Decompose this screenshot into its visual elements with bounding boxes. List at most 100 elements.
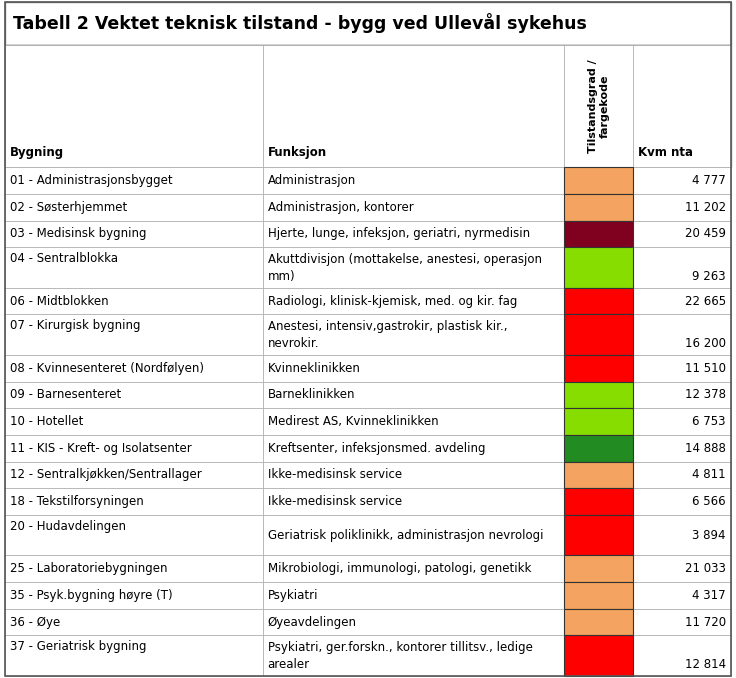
Bar	[633, 355, 731, 382]
Text: 4 777: 4 777	[693, 174, 726, 187]
Text: 37 - Geriatrisk bygning: 37 - Geriatrisk bygning	[10, 640, 146, 654]
Text: 18 - Tekstilforsyningen: 18 - Tekstilforsyningen	[10, 495, 144, 508]
Bar	[263, 287, 564, 315]
Bar	[564, 247, 633, 287]
Bar	[5, 435, 263, 462]
Text: 21 033: 21 033	[685, 562, 726, 576]
Text: Administrasjon, kontorer: Administrasjon, kontorer	[268, 201, 414, 214]
Text: 11 - KIS - Kreft- og Isolatsenter: 11 - KIS - Kreft- og Isolatsenter	[10, 442, 192, 455]
Bar	[633, 194, 731, 220]
Bar	[5, 45, 731, 167]
Bar	[263, 462, 564, 488]
Text: 4 811: 4 811	[693, 468, 726, 481]
Bar	[564, 582, 633, 609]
Text: Tabell 2 Vektet teknisk tilstand - bygg ved Ullevål sykehus: Tabell 2 Vektet teknisk tilstand - bygg …	[13, 14, 587, 33]
Text: 14 888: 14 888	[685, 442, 726, 455]
Text: 11 202: 11 202	[685, 201, 726, 214]
Text: 01 - Administrasjonsbygget: 01 - Administrasjonsbygget	[10, 174, 173, 187]
Bar	[263, 582, 564, 609]
Bar	[564, 382, 633, 408]
Text: 6 753: 6 753	[693, 415, 726, 428]
Text: Kvinneklinikken: Kvinneklinikken	[268, 362, 361, 375]
Bar	[564, 555, 633, 582]
Bar	[633, 382, 731, 408]
Bar	[564, 167, 633, 194]
Bar	[564, 408, 633, 435]
Bar	[5, 194, 263, 220]
Bar	[263, 609, 564, 635]
Text: 12 - Sentralkjøkken/Sentrallager: 12 - Sentralkjøkken/Sentrallager	[10, 468, 202, 481]
Bar	[633, 435, 731, 462]
Bar	[5, 220, 263, 247]
Bar	[564, 167, 633, 194]
Bar	[263, 435, 564, 462]
Bar	[564, 488, 633, 515]
Text: 12 378: 12 378	[685, 388, 726, 401]
Bar	[5, 382, 263, 408]
Text: 36 - Øye: 36 - Øye	[10, 616, 60, 629]
Text: 03 - Medisinsk bygning: 03 - Medisinsk bygning	[10, 227, 146, 241]
Text: Kreftsenter, infeksjonsmed. avdeling: Kreftsenter, infeksjonsmed. avdeling	[268, 442, 485, 455]
Bar	[633, 582, 731, 609]
Text: 4 317: 4 317	[693, 589, 726, 602]
Bar	[564, 435, 633, 462]
Bar	[564, 220, 633, 247]
Bar	[5, 635, 263, 676]
Text: Medirest AS, Kvinneklinikken: Medirest AS, Kvinneklinikken	[268, 415, 439, 428]
Bar	[5, 609, 263, 635]
Bar	[564, 582, 633, 609]
Bar	[263, 355, 564, 382]
Bar	[263, 555, 564, 582]
Bar	[263, 408, 564, 435]
Bar	[5, 287, 263, 315]
Text: nevrokir.: nevrokir.	[268, 337, 319, 350]
Bar	[564, 635, 633, 676]
Text: 07 - Kirurgisk bygning: 07 - Kirurgisk bygning	[10, 319, 141, 332]
Bar	[633, 515, 731, 555]
Text: Ikke-medisinsk service: Ikke-medisinsk service	[268, 495, 402, 508]
Bar	[633, 315, 731, 355]
Text: Radiologi, klinisk-kjemisk, med. og kir. fag: Radiologi, klinisk-kjemisk, med. og kir.…	[268, 295, 517, 308]
Bar	[263, 488, 564, 515]
Text: 08 - Kvinnesenteret (Nordfølyen): 08 - Kvinnesenteret (Nordfølyen)	[10, 362, 204, 375]
Bar	[263, 315, 564, 355]
Text: Funksjon: Funksjon	[268, 146, 327, 159]
Bar	[263, 635, 564, 676]
Bar	[5, 167, 263, 194]
Bar	[564, 315, 633, 355]
Bar	[564, 515, 633, 555]
Bar	[633, 287, 731, 315]
Bar	[263, 382, 564, 408]
Bar	[263, 515, 564, 555]
Bar	[564, 287, 633, 315]
Text: Akuttdivisjon (mottakelse, anestesi, operasjon: Akuttdivisjon (mottakelse, anestesi, ope…	[268, 253, 542, 266]
Bar	[5, 408, 263, 435]
Text: Hjerte, lunge, infeksjon, geriatri, nyrmedisin: Hjerte, lunge, infeksjon, geriatri, nyrm…	[268, 227, 530, 241]
Text: Tilstandsgrad /
fargekode: Tilstandsgrad / fargekode	[588, 59, 609, 153]
Bar	[633, 555, 731, 582]
Bar	[564, 435, 633, 462]
Text: Bygning: Bygning	[10, 146, 64, 159]
Text: 22 665: 22 665	[685, 295, 726, 308]
Text: 04 - Sentralblokka: 04 - Sentralblokka	[10, 252, 118, 265]
Bar	[633, 45, 731, 167]
Bar	[5, 355, 263, 382]
Text: Kvm nta: Kvm nta	[638, 146, 693, 159]
Bar	[633, 609, 731, 635]
Text: 20 459: 20 459	[685, 227, 726, 241]
Text: 10 - Hotellet: 10 - Hotellet	[10, 415, 83, 428]
Bar	[633, 167, 731, 194]
Bar	[5, 515, 263, 555]
Bar	[5, 247, 263, 287]
Bar	[564, 287, 633, 315]
Bar	[5, 488, 263, 515]
Bar	[564, 488, 633, 515]
Text: Geriatrisk poliklinikk, administrasjon nevrologi: Geriatrisk poliklinikk, administrasjon n…	[268, 529, 543, 542]
Bar	[564, 635, 633, 676]
Bar	[564, 355, 633, 382]
Bar	[564, 462, 633, 488]
Text: 02 - Søsterhjemmet: 02 - Søsterhjemmet	[10, 201, 127, 214]
Bar	[564, 609, 633, 635]
Text: Anestesi, intensiv,gastrokir, plastisk kir.,: Anestesi, intensiv,gastrokir, plastisk k…	[268, 320, 507, 333]
Text: Psykiatri: Psykiatri	[268, 589, 318, 602]
